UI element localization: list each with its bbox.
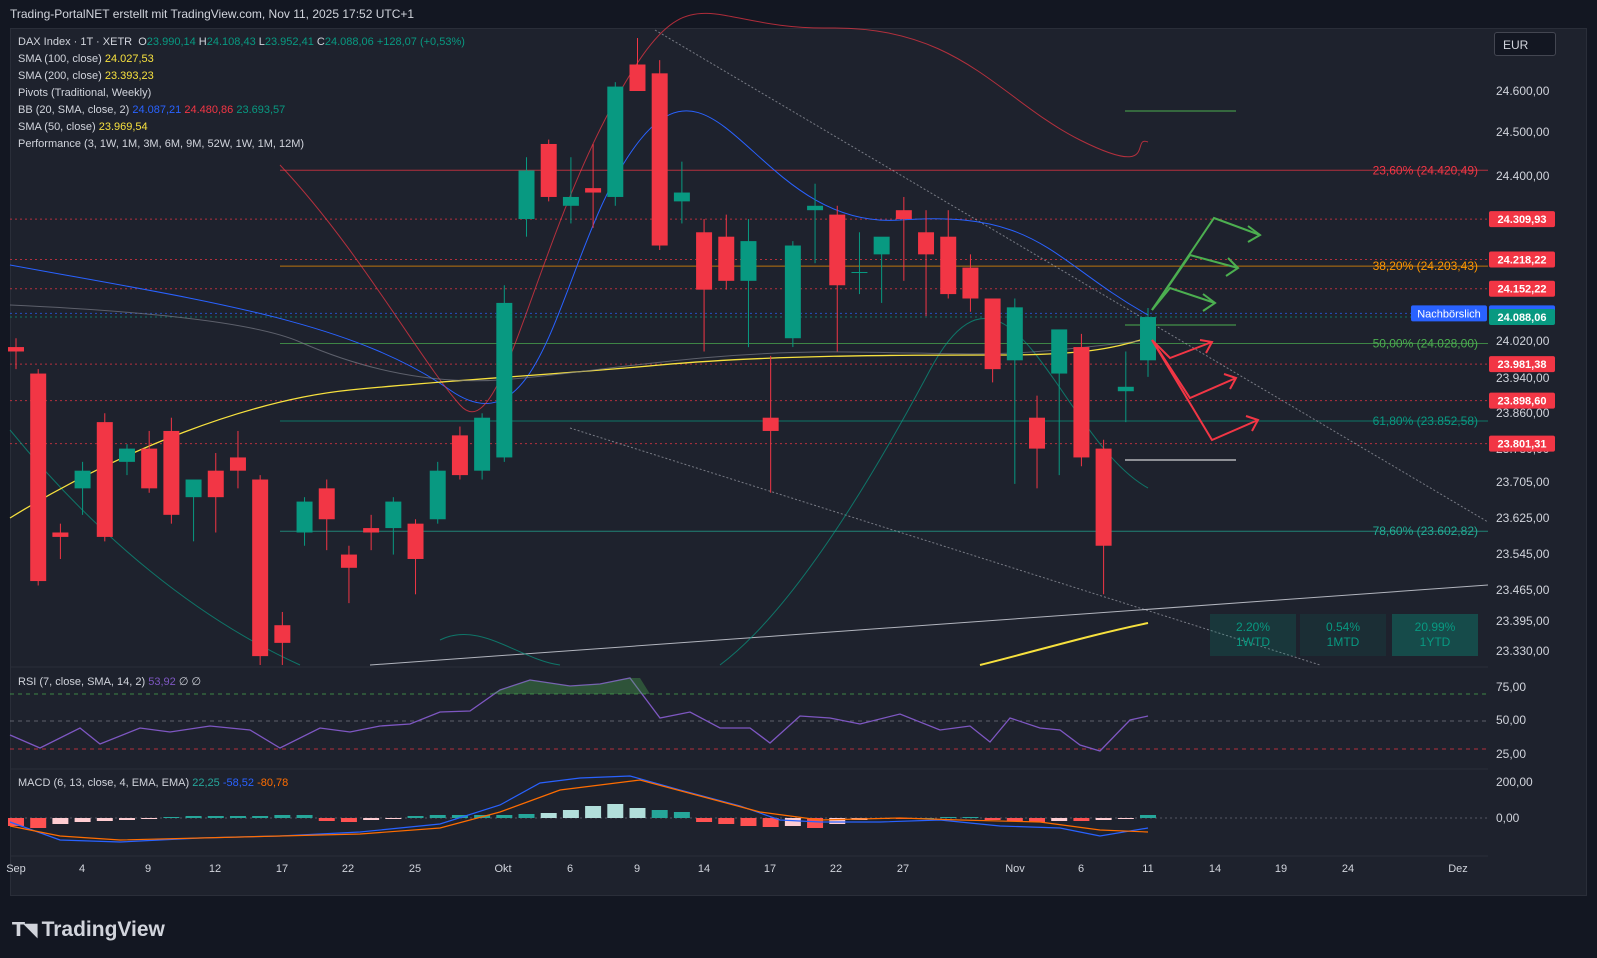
sma100-label: SMA (100, close) xyxy=(18,53,102,65)
performance-value: 2.20% xyxy=(1235,620,1271,634)
legend-open: 23.990,14 xyxy=(146,36,196,48)
performance-label: Performance (3, 1W, 1M, 3M, 6M, 9M, 52W,… xyxy=(18,138,305,150)
performance-label: 1MTD xyxy=(1326,635,1360,649)
tradingview-brand: TradingView xyxy=(41,918,165,941)
macd-legend[interactable]: MACD (6, 13, close, 4, EMA, EMA) 22,25 -… xyxy=(18,777,288,789)
legend-symbol: DAX Index · 1T · XETR xyxy=(18,36,133,48)
sma200-value: 23.393,23 xyxy=(104,70,154,82)
tradingview-logo[interactable]: 𝗧◥ TradingView xyxy=(12,918,165,942)
performance-value: 0.54% xyxy=(1325,620,1361,634)
chart-legend: DAX Index · 1T · XETR O23.990,14 H24.108… xyxy=(18,34,465,153)
bb-upper: 24.480,86 xyxy=(184,104,234,116)
legend-symbol-row: DAX Index · 1T · XETR O23.990,14 H24.108… xyxy=(18,34,465,51)
macd-hist-value: 22,25 xyxy=(192,777,220,789)
macd-label: MACD (6, 13, close, 4, EMA, EMA) xyxy=(18,777,190,789)
footer-bar xyxy=(0,896,1597,958)
macd-line-value: -58,52 xyxy=(222,777,255,789)
performance-1mtd: 0.54% 1MTD xyxy=(1300,614,1386,656)
sma50-label: SMA (50, close) xyxy=(18,121,96,133)
rsi-label: RSI (7, close, SMA, 14, 2) xyxy=(18,676,146,688)
performance-value: 20.99% xyxy=(1414,620,1456,634)
bb-label: BB (20, SMA, close, 2) xyxy=(18,104,130,116)
bb-basis: 24.087,21 xyxy=(132,104,182,116)
sma100-value: 24.027,53 xyxy=(104,53,154,65)
legend-performance[interactable]: Performance (3, 1W, 1M, 3M, 6M, 9M, 52W,… xyxy=(18,136,465,153)
header-bar: Trading-PortalNET erstellt mit TradingVi… xyxy=(0,0,1597,28)
legend-close-label: C xyxy=(316,36,325,48)
legend-high: 24.108,43 xyxy=(206,36,256,48)
rsi-extra: ∅ ∅ xyxy=(178,676,202,688)
performance-label: 1WTD xyxy=(1236,635,1270,649)
rsi-legend[interactable]: RSI (7, close, SMA, 14, 2) 53,92 ∅ ∅ xyxy=(18,675,201,688)
pivots-label: Pivots (Traditional, Weekly) xyxy=(18,87,152,99)
legend-low-label: L xyxy=(258,36,265,48)
legend-bb[interactable]: BB (20, SMA, close, 2) 24.087,21 24.480,… xyxy=(18,102,465,119)
legend-close: 24.088,06 xyxy=(324,36,374,48)
chart-frame[interactable] xyxy=(10,28,1587,896)
legend-pivots[interactable]: Pivots (Traditional, Weekly) xyxy=(18,85,465,102)
legend-low: 23.952,41 xyxy=(264,36,314,48)
performance-1wtd: 2.20% 1WTD xyxy=(1210,614,1296,656)
legend-open-label: O xyxy=(138,36,147,48)
legend-sma200[interactable]: SMA (200, close) 23.393,23 xyxy=(18,68,465,85)
legend-sma100[interactable]: SMA (100, close) 24.027,53 xyxy=(18,51,465,68)
bb-lower: 23.693,57 xyxy=(236,104,286,116)
legend-change: +128,07 (+0,53%) xyxy=(376,36,465,48)
rsi-value: 53,92 xyxy=(148,676,176,688)
sma50-value: 23.969,54 xyxy=(98,121,148,133)
legend-sma50[interactable]: SMA (50, close) 23.969,54 xyxy=(18,119,465,136)
header-title: Trading-PortalNET erstellt mit TradingVi… xyxy=(10,7,415,21)
macd-signal-value: -80,78 xyxy=(257,777,289,789)
tradingview-logo-icon: 𝗧◥ xyxy=(12,919,38,941)
sma200-label: SMA (200, close) xyxy=(18,70,102,82)
currency-selector[interactable]: EUR xyxy=(1494,32,1556,56)
legend-high-label: H xyxy=(198,36,207,48)
performance-1ytd: 20.99% 1YTD xyxy=(1392,614,1478,656)
performance-label: 1YTD xyxy=(1419,635,1451,649)
